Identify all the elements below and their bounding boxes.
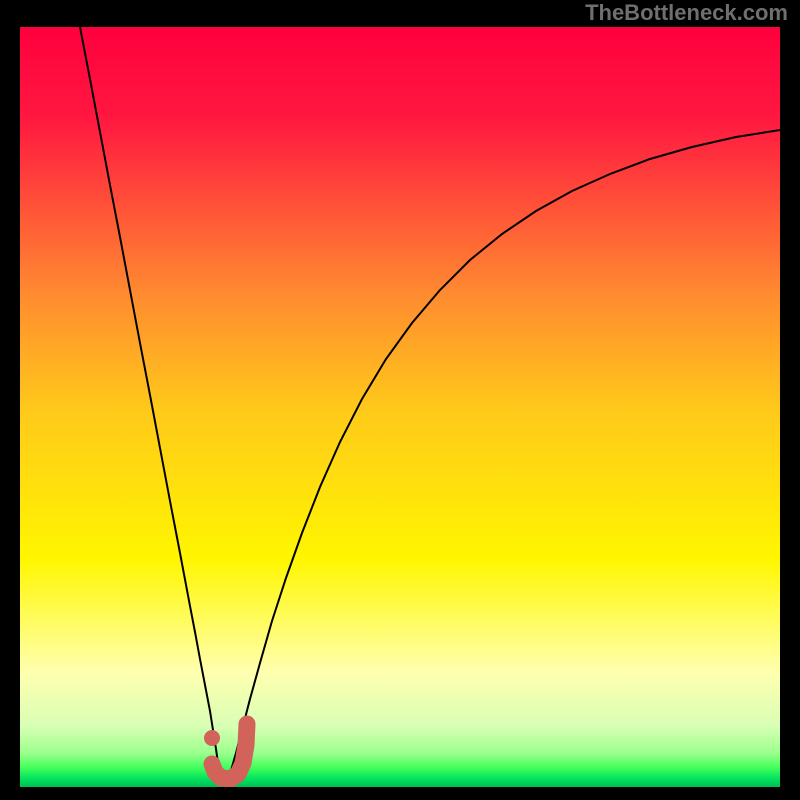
bottleneck-chart	[20, 27, 780, 787]
optimum-dot-marker	[204, 730, 220, 746]
chart-background	[20, 27, 780, 787]
watermark: TheBottleneck.com	[585, 0, 788, 26]
